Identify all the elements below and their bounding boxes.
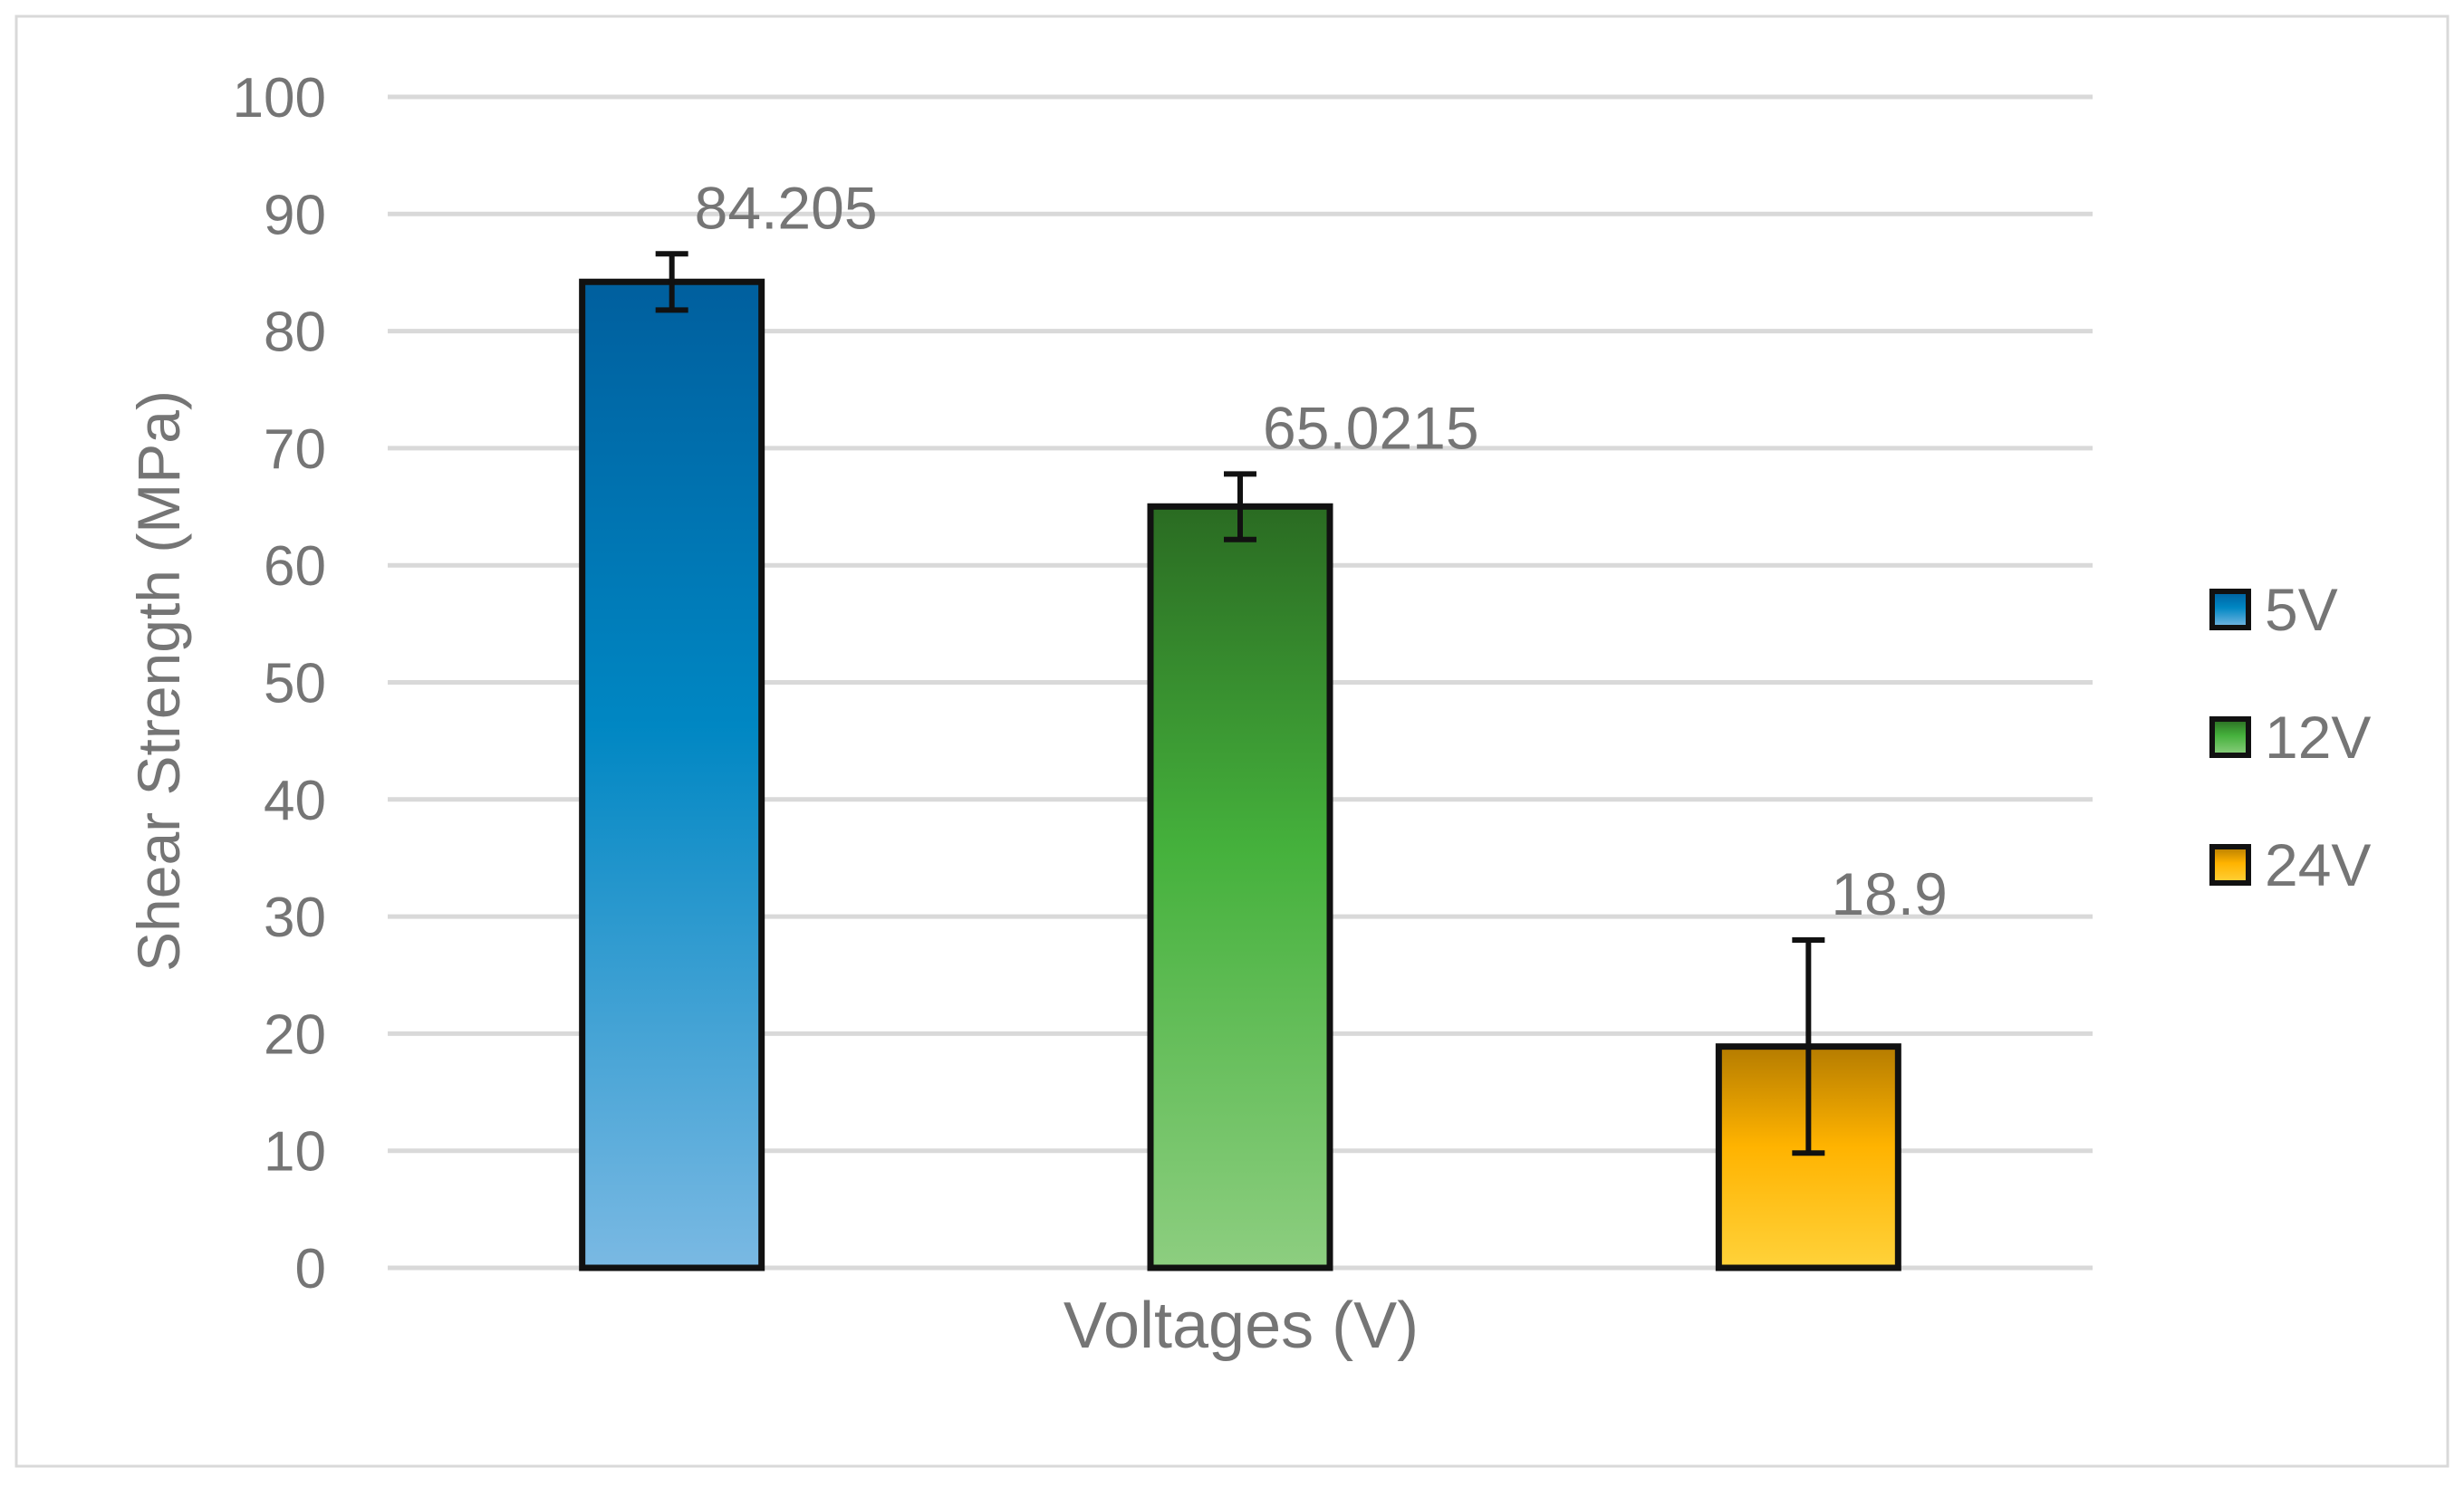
data-label-24V: 18.9: [1831, 860, 1947, 927]
data-label-12V: 65.0215: [1263, 394, 1479, 461]
y-tick-label: 50: [264, 653, 326, 715]
legend-item-12V: 12V: [2209, 704, 2371, 771]
y-tick-label: 20: [264, 1003, 326, 1066]
legend-label: 5V: [2265, 576, 2338, 643]
legend: 5V 12V 24V: [2209, 576, 2371, 898]
y-tick-label: 10: [264, 1121, 326, 1184]
y-tick-label: 60: [264, 535, 326, 598]
y-tick-label: 70: [264, 418, 326, 481]
bar-5V: [579, 278, 765, 1271]
data-label-5V: 84.205: [695, 174, 878, 241]
y-tick-label: 90: [264, 184, 326, 246]
error-bar-5V: [655, 251, 688, 313]
y-tick-label: 40: [264, 770, 326, 832]
legend-swatch: [2209, 716, 2251, 758]
bars: [579, 251, 1901, 1271]
error-bar-12V: [1224, 471, 1256, 542]
y-tick-label: 80: [264, 302, 326, 364]
legend-label: 12V: [2265, 704, 2371, 771]
y-tick-label: 100: [233, 67, 326, 130]
y-tick-label: 30: [264, 887, 326, 949]
legend-item-5V: 5V: [2209, 576, 2338, 643]
legend-label: 24V: [2265, 831, 2371, 898]
x-axis-label: Voltages (V): [1064, 1290, 1419, 1362]
legend-item-24V: 24V: [2209, 831, 2371, 898]
error-bar-24V: [1792, 936, 1825, 1156]
legend-swatch: [2209, 844, 2251, 886]
y-axis-ticks: 0 10 20 30 40 50 60 70 80 90 100: [233, 67, 326, 1300]
y-tick-label: 0: [295, 1238, 326, 1300]
legend-swatch: [2209, 589, 2251, 630]
data-labels: 84.205 65.0215 18.9: [695, 174, 1948, 927]
bar-12V: [1147, 503, 1333, 1271]
y-axis-label: Shear Strength (MPa): [125, 390, 192, 972]
